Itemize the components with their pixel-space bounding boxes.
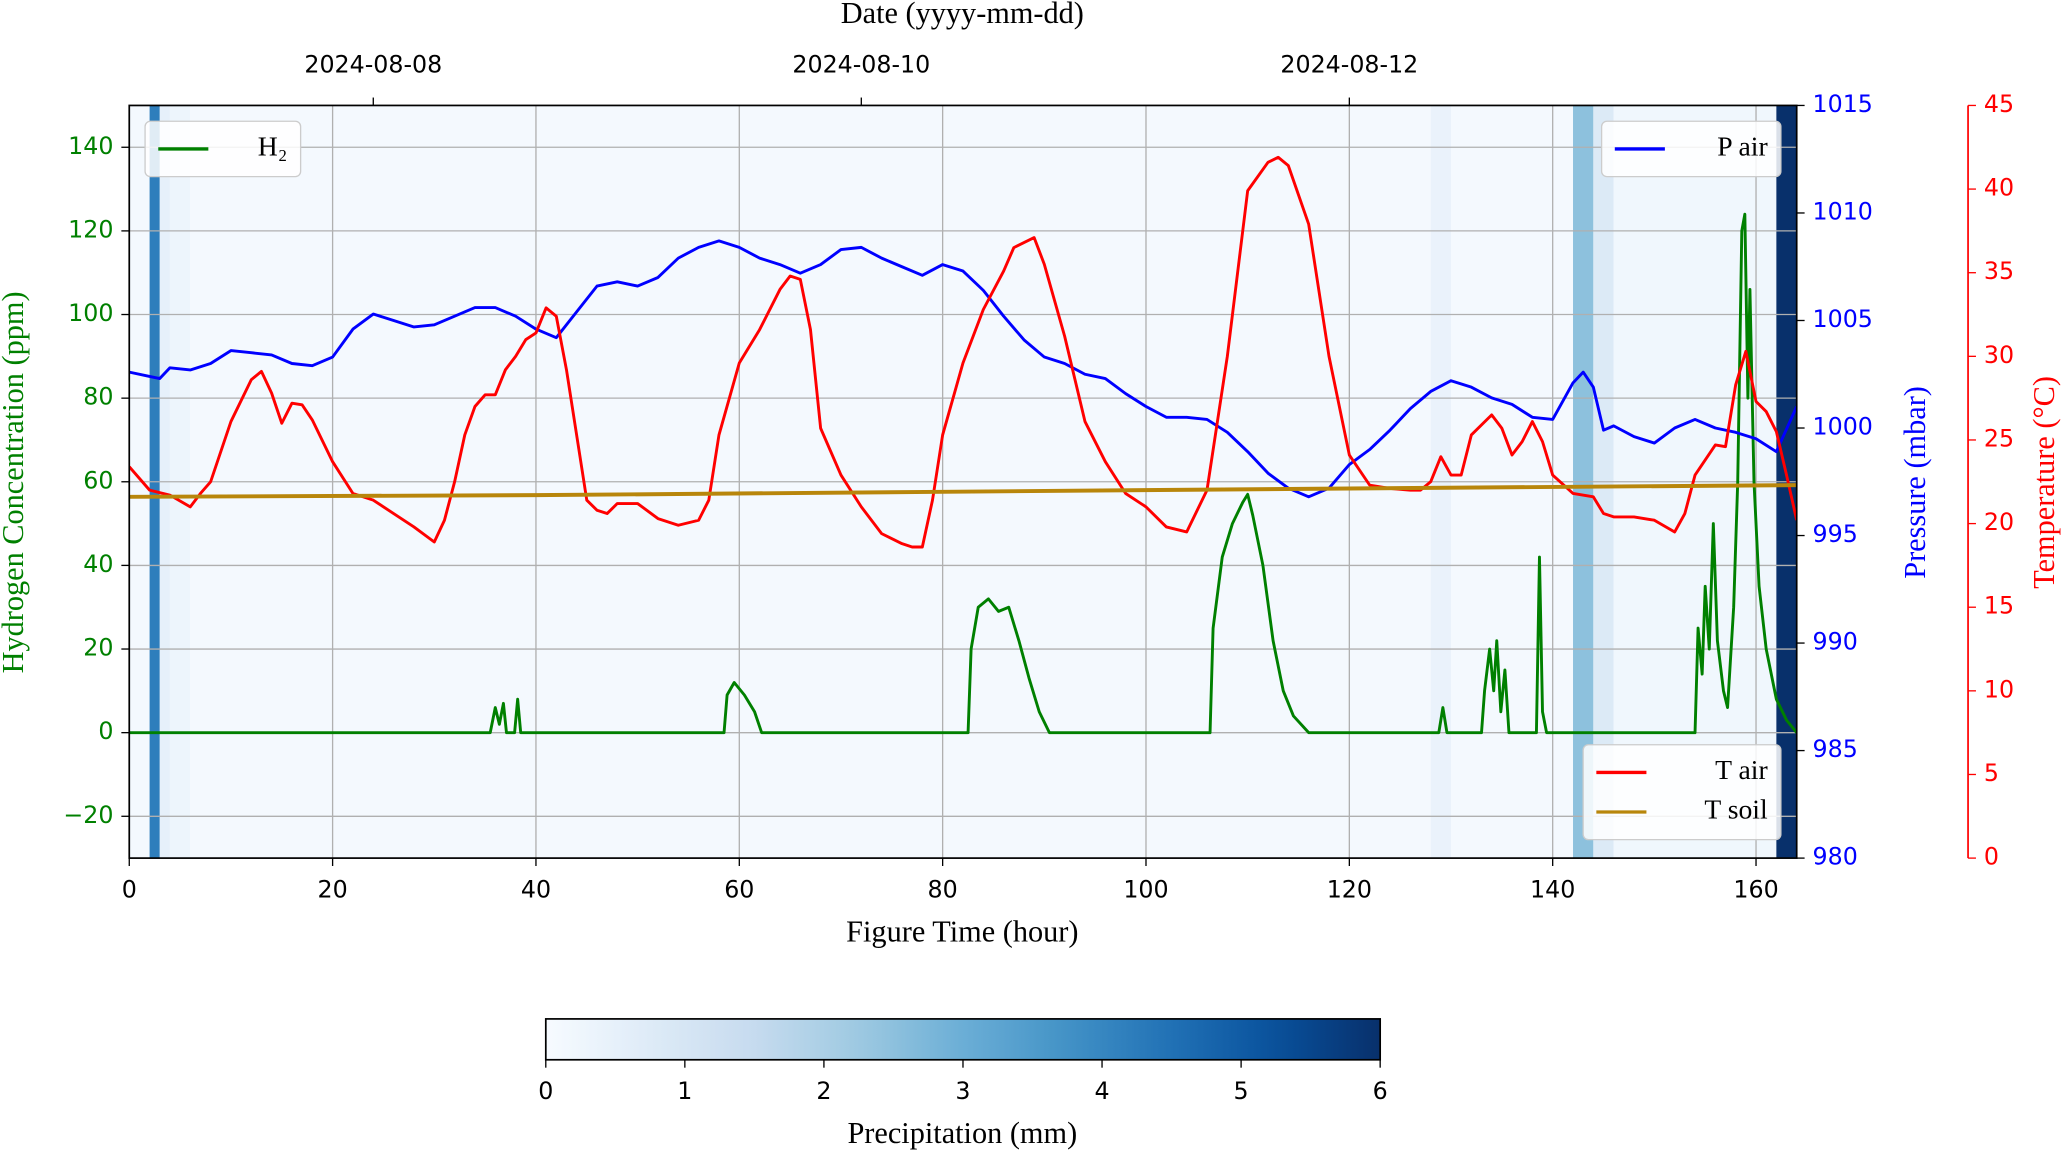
x-tick-label: 120 xyxy=(1327,876,1372,904)
y2-tick-label: 995 xyxy=(1813,520,1858,548)
y-tick-label: 120 xyxy=(68,215,113,243)
y3-tick-label: 0 xyxy=(1984,843,1999,871)
colorbar-tick-label: 4 xyxy=(1094,1077,1109,1105)
y3-tick-label: 40 xyxy=(1984,174,2014,202)
x-tick-label: 140 xyxy=(1530,876,1575,904)
colorbar-tick-label: 5 xyxy=(1234,1077,1249,1105)
series-line xyxy=(129,483,1797,499)
y2-axis-label: Pressure (mbar) xyxy=(1898,386,1932,579)
y2-tick-label: 990 xyxy=(1813,628,1858,656)
x2-axis-label: Date (yyyy-mm-dd) xyxy=(841,0,1084,30)
colorbar-tick-label: 6 xyxy=(1373,1077,1388,1105)
y-tick-label: 100 xyxy=(68,299,113,327)
colorbar-tick-label: 3 xyxy=(955,1077,970,1105)
y3-axis-label: Temperature (°C) xyxy=(2027,376,2061,589)
plot-lines xyxy=(129,155,1797,735)
y-tick-label: 40 xyxy=(83,550,113,578)
y2-tick-label: 980 xyxy=(1813,843,1858,871)
y3-tick-label: 30 xyxy=(1984,341,2014,369)
legend-box xyxy=(1600,120,1782,178)
legend-box xyxy=(144,120,302,178)
series-line xyxy=(129,212,1797,735)
series-line xyxy=(129,155,1797,549)
y2-tick-label: 1000 xyxy=(1813,413,1873,441)
legend-label: H₂ xyxy=(258,130,288,161)
legend-box xyxy=(1582,744,1782,841)
colorbar-tick-label: 1 xyxy=(677,1077,692,1105)
x-tick-label: 100 xyxy=(1123,876,1168,904)
series-line xyxy=(129,239,1797,499)
y-tick-label: 80 xyxy=(83,383,113,411)
y2-tick-label: 1010 xyxy=(1813,197,1873,225)
y-tick-label: −20 xyxy=(63,801,113,829)
x-tick-label: 160 xyxy=(1733,876,1778,904)
x-tick-label: 60 xyxy=(724,876,754,904)
x-tick-label: 0 xyxy=(122,876,137,904)
y-tick-label: 60 xyxy=(83,466,113,494)
x-tick-label: 40 xyxy=(521,876,551,904)
legend-label: P air xyxy=(1717,130,1767,161)
x-tick-label: 80 xyxy=(928,876,958,904)
x-tick-label: 20 xyxy=(318,876,348,904)
x2-tick-label: 2024-08-08 xyxy=(304,50,442,78)
y-tick-label: 0 xyxy=(98,717,113,745)
legend-label: T air xyxy=(1715,754,1768,785)
y3-tick-label: 25 xyxy=(1984,424,2014,452)
colorbar-tick-label: 2 xyxy=(816,1077,831,1105)
colorbar-tick-label: 0 xyxy=(538,1077,553,1105)
y3-tick-label: 15 xyxy=(1984,592,2014,620)
y3-tick-label: 5 xyxy=(1984,759,1999,787)
y-tick-label: 20 xyxy=(83,634,113,662)
plot-frame xyxy=(128,104,1798,859)
colorbar-label: Precipitation (mm) xyxy=(847,1116,1077,1150)
y3-tick-label: 20 xyxy=(1984,508,2014,536)
y2-tick-label: 1005 xyxy=(1813,305,1873,333)
colorbar xyxy=(544,1018,1382,1061)
y2-tick-label: 1015 xyxy=(1813,90,1873,118)
x2-tick-label: 2024-08-10 xyxy=(792,50,930,78)
x-axis-label: Figure Time (hour) xyxy=(846,915,1078,949)
y2-tick-label: 985 xyxy=(1813,735,1858,763)
y-axis-label: Hydrogen Concentration (ppm) xyxy=(0,291,30,673)
y3-tick-label: 35 xyxy=(1984,257,2014,285)
y-tick-label: 140 xyxy=(68,132,113,160)
y3-tick-label: 10 xyxy=(1984,675,2014,703)
x2-tick-label: 2024-08-12 xyxy=(1280,50,1418,78)
y3-tick-label: 45 xyxy=(1984,90,2014,118)
legend-label: T soil xyxy=(1704,793,1768,824)
